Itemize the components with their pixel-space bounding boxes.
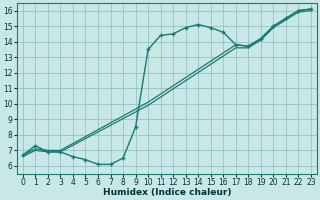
X-axis label: Humidex (Indice chaleur): Humidex (Indice chaleur) bbox=[103, 188, 231, 197]
